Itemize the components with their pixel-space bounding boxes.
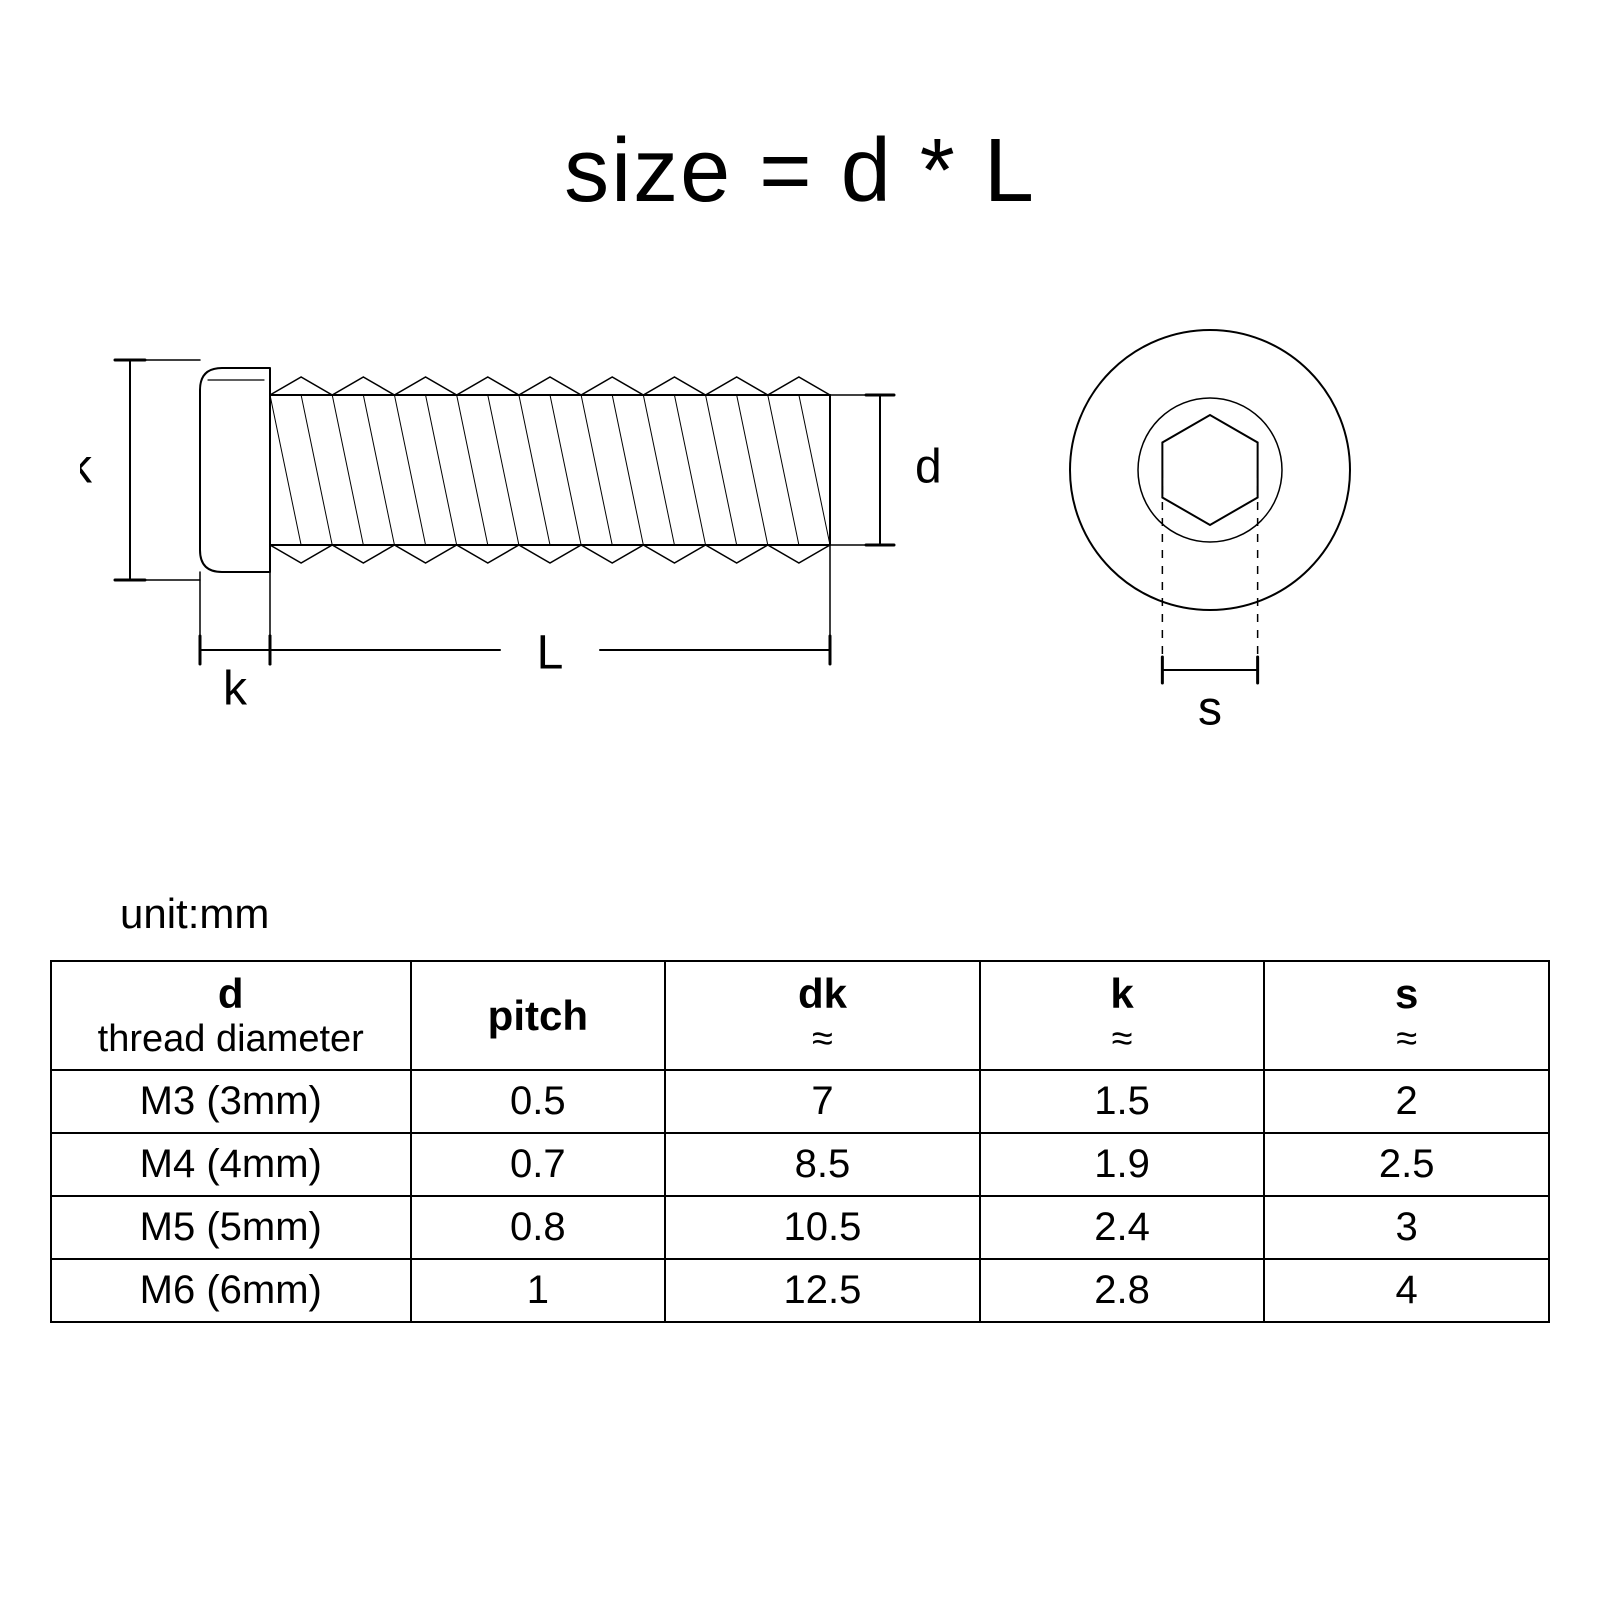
table-cell: 0.8 <box>411 1196 666 1259</box>
table-row: M4 (4mm)0.78.51.92.5 <box>51 1133 1549 1196</box>
table-row: M5 (5mm)0.810.52.43 <box>51 1196 1549 1259</box>
table-cell: 2.4 <box>980 1196 1265 1259</box>
table-cell: M3 (3mm) <box>51 1070 411 1133</box>
table-head: d thread diameter pitch dk ≈ k ≈ s ≈ <box>51 961 1549 1070</box>
table-cell: 0.5 <box>411 1070 666 1133</box>
spec-table: d thread diameter pitch dk ≈ k ≈ s ≈ <box>50 960 1550 1323</box>
table-cell: M5 (5mm) <box>51 1196 411 1259</box>
table-cell: 2 <box>1264 1070 1549 1133</box>
table-cell: 1.5 <box>980 1070 1265 1133</box>
table-row: M6 (6mm)112.52.84 <box>51 1259 1549 1322</box>
col-header-k-title: k <box>993 970 1252 1018</box>
table-cell: 1 <box>411 1259 666 1322</box>
table-body: M3 (3mm)0.571.52M4 (4mm)0.78.51.92.5M5 (… <box>51 1070 1549 1322</box>
table-cell: 7 <box>665 1070 980 1133</box>
col-header-dk-title: dk <box>678 970 967 1018</box>
table-cell: 12.5 <box>665 1259 980 1322</box>
col-header-k-sub: ≈ <box>993 1018 1252 1061</box>
svg-text:k: k <box>223 663 248 716</box>
col-header-s-title: s <box>1277 970 1536 1018</box>
title-formula: size = d * L <box>0 120 1600 223</box>
svg-text:d: d <box>915 441 942 494</box>
table-cell: 2.8 <box>980 1259 1265 1322</box>
col-header-k: k ≈ <box>980 961 1265 1070</box>
table-cell: 4 <box>1264 1259 1549 1322</box>
col-header-d-sub: thread diameter <box>64 1018 398 1061</box>
col-header-s-sub: ≈ <box>1277 1018 1536 1061</box>
col-header-dk-sub: ≈ <box>678 1018 967 1061</box>
col-header-s: s ≈ <box>1264 961 1549 1070</box>
svg-text:dk: dk <box>80 441 93 494</box>
table-cell: 1.9 <box>980 1133 1265 1196</box>
table-cell: 3 <box>1264 1196 1549 1259</box>
col-header-dk: dk ≈ <box>665 961 980 1070</box>
table-cell: 10.5 <box>665 1196 980 1259</box>
unit-label: unit:mm <box>120 890 269 938</box>
svg-text:L: L <box>537 627 564 680</box>
col-header-pitch-title: pitch <box>424 992 653 1040</box>
table-cell: M4 (4mm) <box>51 1133 411 1196</box>
table-cell: 8.5 <box>665 1133 980 1196</box>
table-cell: 0.7 <box>411 1133 666 1196</box>
screw-diagram: dkdkLs <box>80 320 1520 840</box>
table-row: M3 (3mm)0.571.52 <box>51 1070 1549 1133</box>
col-header-d: d thread diameter <box>51 961 411 1070</box>
table-cell: M6 (6mm) <box>51 1259 411 1322</box>
page: size = d * L dkdkLs unit:mm d thread dia… <box>0 0 1600 1600</box>
svg-text:s: s <box>1198 683 1222 736</box>
table-header-row: d thread diameter pitch dk ≈ k ≈ s ≈ <box>51 961 1549 1070</box>
table-cell: 2.5 <box>1264 1133 1549 1196</box>
col-header-d-title: d <box>64 970 398 1018</box>
col-header-pitch: pitch <box>411 961 666 1070</box>
